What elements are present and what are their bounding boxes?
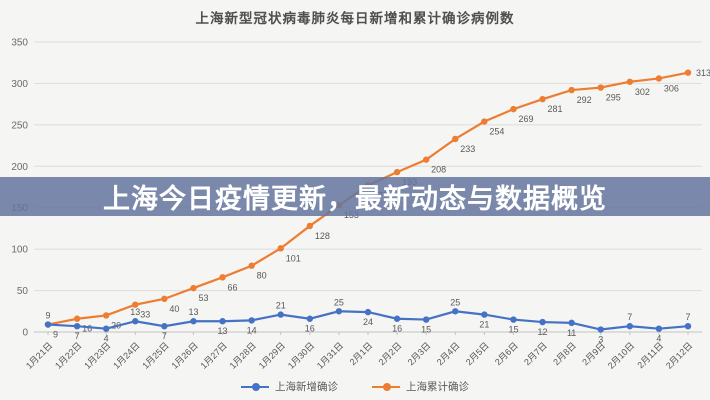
svg-text:292: 292 <box>577 95 592 105</box>
svg-text:25: 25 <box>450 297 460 307</box>
svg-text:9: 9 <box>53 330 58 340</box>
svg-text:2月7日: 2月7日 <box>522 340 549 367</box>
svg-text:2月6日: 2月6日 <box>493 340 520 367</box>
overlay-banner-text: 上海今日疫情更新，最新动态与数据概览 <box>103 184 607 214</box>
svg-text:40: 40 <box>169 304 179 314</box>
svg-text:1月23日: 1月23日 <box>82 340 112 370</box>
svg-text:15: 15 <box>508 325 518 335</box>
legend-label-cumulative: 上海累计确诊 <box>406 381 469 393</box>
svg-text:13: 13 <box>218 326 228 336</box>
svg-text:200: 200 <box>11 162 28 173</box>
svg-text:1月30日: 1月30日 <box>286 340 316 370</box>
svg-text:2月5日: 2月5日 <box>464 340 491 367</box>
svg-text:1月28日: 1月28日 <box>228 340 258 370</box>
svg-text:13: 13 <box>130 307 140 317</box>
legend-label-daily-new: 上海新增确诊 <box>275 381 338 393</box>
legend-marker-daily-new-icon <box>241 382 269 391</box>
svg-text:128: 128 <box>315 231 330 241</box>
svg-text:254: 254 <box>489 127 504 137</box>
svg-text:2月1日: 2月1日 <box>348 340 375 367</box>
svg-text:2月8日: 2月8日 <box>551 340 578 367</box>
svg-text:4: 4 <box>656 334 661 344</box>
chart-legend: 上海新增确诊 上海累计确诊 <box>0 379 710 394</box>
svg-text:7: 7 <box>685 312 690 322</box>
svg-text:9: 9 <box>45 311 50 321</box>
chart-title: 上海新型冠状病毒肺炎每日新增和累计确诊病例数 <box>195 11 515 26</box>
svg-text:0: 0 <box>22 328 28 339</box>
svg-text:14: 14 <box>247 325 257 335</box>
svg-text:4: 4 <box>104 334 109 344</box>
overlay-banner: 上海今日疫情更新，最新动态与数据概览 <box>0 177 710 216</box>
svg-text:2月4日: 2月4日 <box>435 340 462 367</box>
svg-text:313: 313 <box>696 68 710 78</box>
svg-text:33: 33 <box>140 310 150 320</box>
svg-text:2月3日: 2月3日 <box>406 340 433 367</box>
svg-text:250: 250 <box>11 120 28 131</box>
legend-item-cumulative: 上海累计确诊 <box>372 379 469 394</box>
svg-text:306: 306 <box>664 83 679 93</box>
svg-text:300: 300 <box>11 79 28 90</box>
svg-text:302: 302 <box>635 87 650 97</box>
svg-text:2月11日: 2月11日 <box>635 340 665 370</box>
svg-text:3: 3 <box>598 335 603 345</box>
legend-marker-cumulative-icon <box>372 382 400 391</box>
svg-text:25: 25 <box>334 297 344 307</box>
svg-text:101: 101 <box>286 253 301 263</box>
svg-text:1月21日: 1月21日 <box>24 340 54 370</box>
svg-text:1月24日: 1月24日 <box>111 340 141 370</box>
svg-text:50: 50 <box>17 286 29 297</box>
svg-text:295: 295 <box>606 93 621 103</box>
svg-text:2月2日: 2月2日 <box>377 340 404 367</box>
svg-text:269: 269 <box>518 114 533 124</box>
svg-text:2月12日: 2月12日 <box>664 340 694 370</box>
svg-text:66: 66 <box>228 282 238 292</box>
svg-text:1月27日: 1月27日 <box>199 340 229 370</box>
svg-text:7: 7 <box>627 312 632 322</box>
svg-text:233: 233 <box>460 144 475 154</box>
svg-text:16: 16 <box>392 324 402 334</box>
svg-text:281: 281 <box>548 104 563 114</box>
svg-text:208: 208 <box>431 165 446 175</box>
svg-text:1月29日: 1月29日 <box>257 340 287 370</box>
svg-text:13: 13 <box>188 307 198 317</box>
svg-text:53: 53 <box>198 293 208 303</box>
svg-text:80: 80 <box>257 271 267 281</box>
svg-text:21: 21 <box>276 301 286 311</box>
svg-text:15: 15 <box>421 325 431 335</box>
svg-text:24: 24 <box>363 317 373 327</box>
svg-text:11: 11 <box>567 328 576 338</box>
legend-item-daily-new: 上海新增确诊 <box>241 379 338 394</box>
svg-text:350: 350 <box>11 38 28 49</box>
svg-text:1月31日: 1月31日 <box>315 340 345 370</box>
svg-text:16: 16 <box>82 324 92 334</box>
svg-text:2月10日: 2月10日 <box>606 340 636 370</box>
svg-text:12: 12 <box>538 327 548 337</box>
svg-text:1月22日: 1月22日 <box>53 340 83 370</box>
svg-text:16: 16 <box>305 324 315 334</box>
svg-text:7: 7 <box>75 331 80 341</box>
svg-text:1月25日: 1月25日 <box>140 340 170 370</box>
svg-text:7: 7 <box>162 331 167 341</box>
svg-text:100: 100 <box>11 245 28 256</box>
svg-text:21: 21 <box>479 320 489 330</box>
svg-text:1月26日: 1月26日 <box>169 340 199 370</box>
